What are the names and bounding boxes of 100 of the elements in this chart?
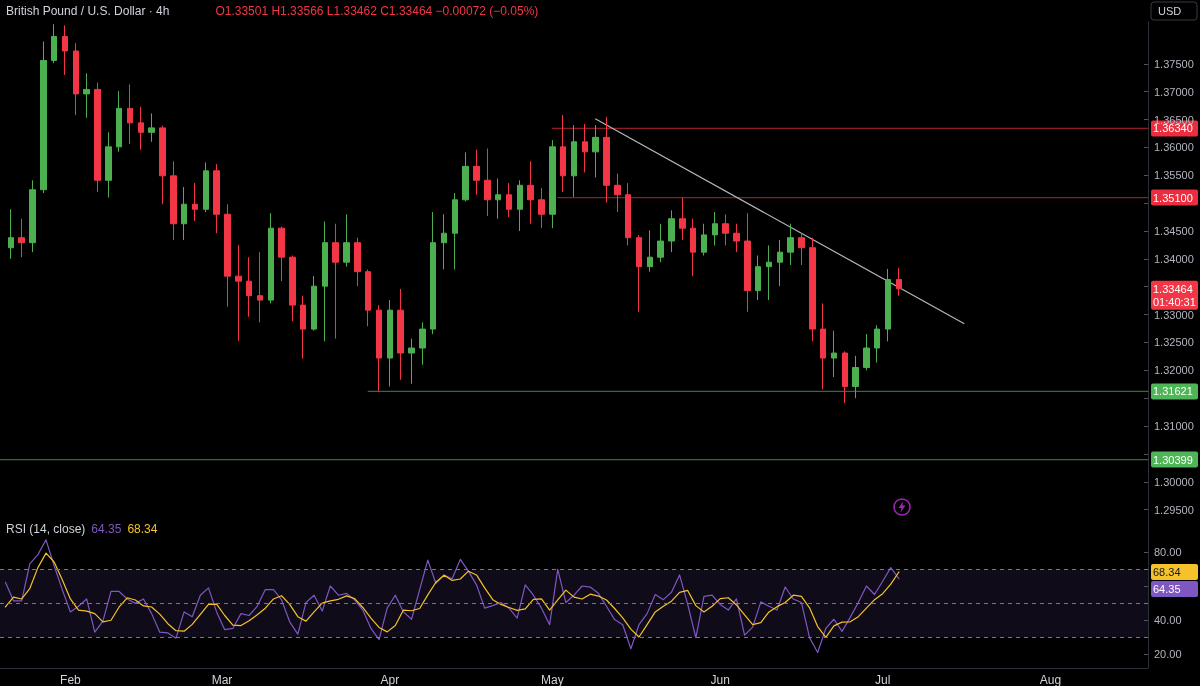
annotation: 68.34 bbox=[127, 522, 158, 536]
candlestick bbox=[798, 232, 805, 266]
candlestick bbox=[571, 124, 577, 198]
candlestick bbox=[192, 182, 198, 222]
y-tick-label: 1.36000 bbox=[1154, 141, 1194, 154]
text: 68.34 bbox=[1153, 565, 1181, 578]
candlestick bbox=[257, 251, 263, 323]
candlestick bbox=[430, 211, 436, 335]
candlestick bbox=[733, 223, 740, 253]
candlestick bbox=[809, 237, 816, 342]
candlestick bbox=[213, 163, 220, 234]
candlestick bbox=[636, 234, 642, 313]
x-tick-label: Jun bbox=[710, 673, 730, 686]
candlestick bbox=[777, 239, 783, 287]
y-tick-label: 80.00 bbox=[1154, 546, 1182, 559]
candlestick bbox=[387, 299, 393, 387]
candlestick bbox=[690, 218, 696, 277]
data-label: 1.30399 bbox=[1153, 453, 1193, 466]
candlestick bbox=[224, 203, 231, 308]
text: 1.33464 bbox=[1153, 282, 1193, 295]
candlestick bbox=[603, 116, 610, 204]
candlestick bbox=[148, 112, 155, 143]
candlestick bbox=[278, 226, 285, 282]
candlestick bbox=[744, 212, 751, 313]
candlestick bbox=[896, 267, 902, 297]
candlestick bbox=[549, 139, 556, 229]
y-tick-label: 1.32500 bbox=[1154, 336, 1194, 349]
candlestick bbox=[397, 288, 404, 381]
y-tick-label: 1.35500 bbox=[1154, 169, 1194, 182]
y-tick-label: 1.34500 bbox=[1154, 224, 1194, 237]
candlestick bbox=[712, 211, 718, 246]
candlestick bbox=[506, 182, 512, 218]
candlestick bbox=[722, 213, 729, 246]
x-tick-label: May bbox=[541, 673, 564, 686]
chart-title: British Pound / U.S. Dollar · 4h bbox=[6, 4, 170, 18]
candlestick bbox=[462, 151, 469, 202]
candlestick bbox=[452, 192, 458, 270]
candlestick bbox=[419, 321, 426, 366]
candlestick bbox=[441, 213, 447, 270]
candlestick bbox=[322, 221, 328, 342]
x-tick-label: Aug bbox=[1039, 673, 1062, 686]
candlestick bbox=[343, 213, 350, 268]
candlestick bbox=[820, 302, 826, 390]
data-label: 1.35100 bbox=[1153, 191, 1193, 204]
line-series bbox=[4, 552, 900, 638]
text: 01:40:31 bbox=[1153, 295, 1196, 308]
candlestick bbox=[755, 255, 761, 301]
candlestick bbox=[311, 275, 317, 332]
candlestick bbox=[94, 82, 101, 193]
candlestick bbox=[527, 160, 534, 225]
candlestick bbox=[560, 114, 566, 193]
data-label: 1.31621 bbox=[1153, 385, 1193, 398]
candlestick bbox=[73, 42, 79, 116]
candlestick bbox=[582, 123, 588, 173]
y-tick-label: 20.00 bbox=[1154, 648, 1182, 661]
candlestick bbox=[614, 173, 621, 213]
candlestick bbox=[246, 256, 252, 318]
candlestick bbox=[29, 179, 36, 253]
y-tick-label: 1.32000 bbox=[1154, 364, 1194, 377]
y-axis-title: USD bbox=[1158, 5, 1182, 17]
candlestick bbox=[83, 72, 90, 119]
candlestick bbox=[300, 295, 306, 360]
candlestick bbox=[831, 330, 837, 378]
y-tick-label: 40.00 bbox=[1154, 614, 1182, 627]
text: 64.35 bbox=[1153, 582, 1181, 595]
chart-subtitle: O1.33501 H1.33566 L1.33462 C1.33464 −0.00072 (−0.05%) bbox=[215, 4, 539, 18]
candlestick bbox=[473, 149, 480, 196]
line-series bbox=[4, 539, 900, 654]
candlestick bbox=[170, 160, 177, 241]
candlestick bbox=[62, 24, 68, 76]
candlestick bbox=[408, 338, 415, 385]
y-tick-label: 1.33000 bbox=[1154, 308, 1194, 321]
y-tick-label: 1.29500 bbox=[1154, 503, 1194, 516]
candlestick bbox=[8, 208, 14, 260]
y-tick-label: 1.37000 bbox=[1154, 85, 1194, 98]
candlestick bbox=[159, 125, 166, 205]
candlestick bbox=[863, 333, 870, 371]
candlestick bbox=[538, 187, 545, 229]
candlestick bbox=[127, 83, 133, 145]
candlestick bbox=[40, 41, 47, 194]
x-tick-label: Feb bbox=[60, 673, 82, 686]
candlestick bbox=[592, 124, 599, 178]
candlestick bbox=[376, 304, 382, 392]
candlestick bbox=[332, 223, 339, 340]
x-tick-label: Jul bbox=[874, 673, 891, 686]
candlestick bbox=[842, 350, 848, 404]
candlestick bbox=[235, 244, 242, 342]
candlestick bbox=[495, 178, 501, 220]
candlestick bbox=[181, 186, 187, 241]
y-tick-label: 1.30000 bbox=[1154, 475, 1194, 488]
candlestick bbox=[268, 212, 274, 304]
candlestick bbox=[354, 237, 361, 287]
candlestick bbox=[365, 268, 371, 327]
candlestick bbox=[517, 179, 523, 232]
candlestick bbox=[484, 148, 491, 217]
annotation: 64.35 bbox=[91, 522, 122, 536]
x-tick-label: Mar bbox=[211, 673, 233, 686]
candlestick bbox=[105, 131, 112, 199]
y-tick-label: 1.31000 bbox=[1154, 420, 1194, 433]
candlestick bbox=[647, 229, 653, 273]
